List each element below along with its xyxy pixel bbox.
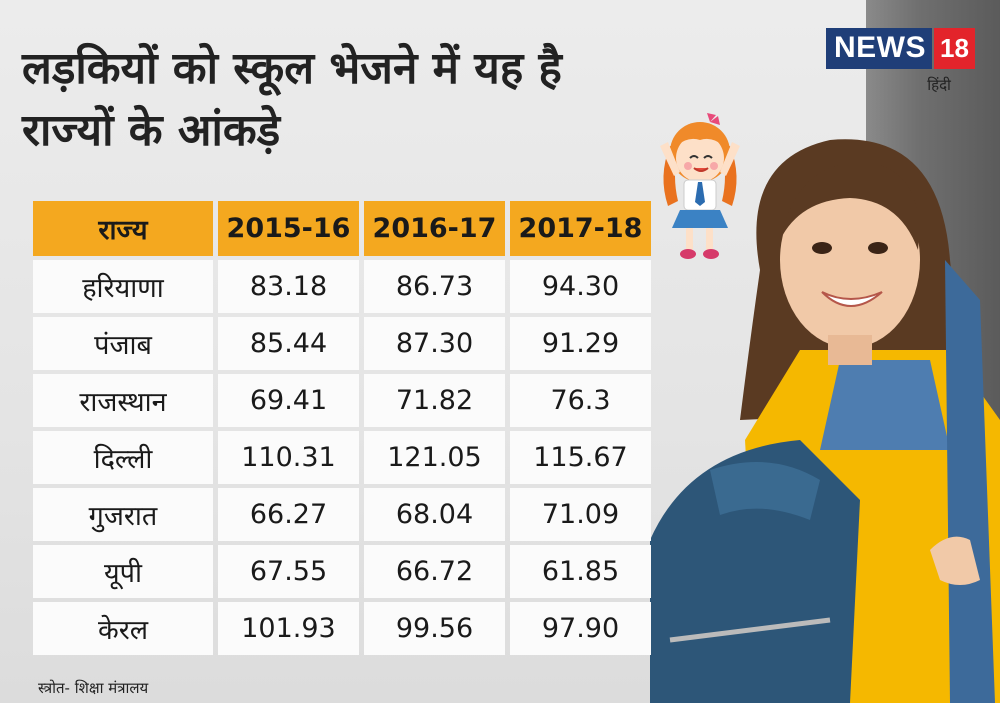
logo-number: 18 xyxy=(934,28,975,69)
news18-logo: NEWS 18 हिंदी xyxy=(826,28,975,95)
state-cell: हरियाणा xyxy=(33,260,213,313)
value-cell: 87.30 xyxy=(364,317,505,370)
header-2017-18: 2017-18 xyxy=(510,201,651,256)
source-note: स्त्रोत- शिक्षा मंत्रालय xyxy=(38,679,149,697)
value-cell: 121.05 xyxy=(364,431,505,484)
value-cell: 67.55 xyxy=(218,545,359,598)
value-cell: 71.82 xyxy=(364,374,505,427)
schoolgirl-photo xyxy=(650,139,1000,703)
school-data-table: राज्य 2015-16 2016-17 2017-18 हरियाणा 83… xyxy=(28,197,656,659)
value-cell: 83.18 xyxy=(218,260,359,313)
header-2016-17: 2016-17 xyxy=(364,201,505,256)
value-cell: 97.90 xyxy=(510,602,651,655)
state-cell: केरल xyxy=(33,602,213,655)
page-title: लड़कियों को स्कूल भेजने में यह है राज्यो… xyxy=(22,38,782,162)
table-row: केरल 101.93 99.56 97.90 xyxy=(33,602,651,655)
state-cell: दिल्ली xyxy=(33,431,213,484)
value-cell: 99.56 xyxy=(364,602,505,655)
value-cell: 101.93 xyxy=(218,602,359,655)
value-cell: 91.29 xyxy=(510,317,651,370)
table-row: गुजरात 66.27 68.04 71.09 xyxy=(33,488,651,541)
header-state: राज्य xyxy=(33,201,213,256)
value-cell: 85.44 xyxy=(218,317,359,370)
state-cell: राजस्थान xyxy=(33,374,213,427)
title-line-1: लड़कियों को स्कूल भेजने में यह है xyxy=(22,43,562,94)
state-cell: पंजाब xyxy=(33,317,213,370)
value-cell: 66.72 xyxy=(364,545,505,598)
value-cell: 69.41 xyxy=(218,374,359,427)
table-header-row: राज्य 2015-16 2016-17 2017-18 xyxy=(33,201,651,256)
value-cell: 66.27 xyxy=(218,488,359,541)
table-row: दिल्ली 110.31 121.05 115.67 xyxy=(33,431,651,484)
title-line-2: राज्यों के आंकड़े xyxy=(22,105,281,156)
table-row: हरियाणा 83.18 86.73 94.30 xyxy=(33,260,651,313)
value-cell: 76.3 xyxy=(510,374,651,427)
value-cell: 115.67 xyxy=(510,431,651,484)
logo-subtitle: हिंदी xyxy=(927,76,951,94)
state-cell: गुजरात xyxy=(33,488,213,541)
value-cell: 61.85 xyxy=(510,545,651,598)
value-cell: 86.73 xyxy=(364,260,505,313)
table-row: पंजाब 85.44 87.30 91.29 xyxy=(33,317,651,370)
state-cell: यूपी xyxy=(33,545,213,598)
value-cell: 94.30 xyxy=(510,260,651,313)
logo-news-text: NEWS xyxy=(826,28,932,69)
table-row: राजस्थान 69.41 71.82 76.3 xyxy=(33,374,651,427)
value-cell: 71.09 xyxy=(510,488,651,541)
value-cell: 68.04 xyxy=(364,488,505,541)
cartoon-girl-illustration xyxy=(660,113,740,259)
table-row: यूपी 67.55 66.72 61.85 xyxy=(33,545,651,598)
value-cell: 110.31 xyxy=(218,431,359,484)
header-2015-16: 2015-16 xyxy=(218,201,359,256)
